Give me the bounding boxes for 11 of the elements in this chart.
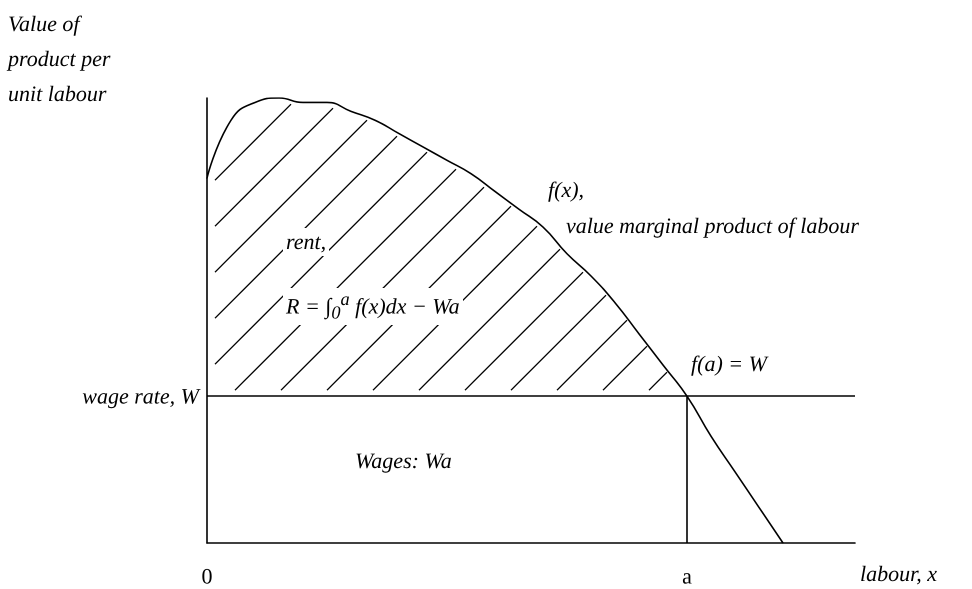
ref-line-label: wage rate, W	[82, 384, 201, 409]
x-tick-label: 0	[202, 564, 212, 588]
annotation: value marginal product of labour	[566, 212, 859, 240]
y-axis-title: Value of product per unit labour	[8, 10, 112, 108]
annotation: f(x),	[548, 176, 584, 204]
annotation: f(a) = W	[691, 350, 767, 378]
annotation: R = ∫$_{0}$$^{a}$ f(x)dx − Wa	[283, 288, 463, 325]
annotation: rent,	[283, 228, 330, 256]
annotation: Wages: Wa	[355, 447, 452, 474]
x-tick-label: a	[682, 564, 692, 588]
x-axis-title: labour, x	[860, 560, 937, 588]
